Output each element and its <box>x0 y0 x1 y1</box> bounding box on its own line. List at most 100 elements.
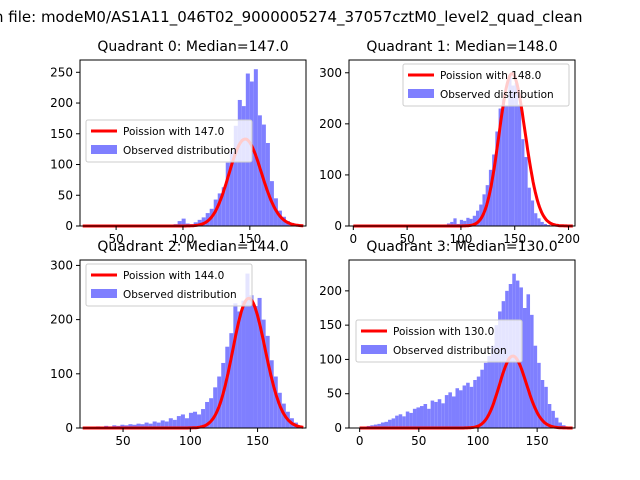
legend-entry-observed: Observed distribution <box>393 345 507 357</box>
y-axis-quadrant-0: 0 50 100 150 200 250 <box>50 65 80 233</box>
histogram-bar <box>201 409 206 428</box>
histogram-bar <box>488 169 493 226</box>
histogram-bar <box>459 390 463 428</box>
histogram-bar <box>233 125 238 226</box>
subplot-quadrant-0: Quadrant 0: Median=147.0 50 100 150 0 50 100… <box>50 39 307 246</box>
histogram-bar <box>487 356 491 428</box>
legend-patch-swatch <box>361 345 387 354</box>
histogram-bar <box>265 335 270 428</box>
histogram-bar <box>380 422 385 428</box>
histogram-bar <box>479 204 483 226</box>
histogram-bar <box>398 414 403 428</box>
histogram-bar <box>524 157 528 226</box>
histogram-bar <box>249 295 254 428</box>
histogram-bar <box>423 404 428 428</box>
histogram-bar <box>140 424 145 428</box>
y-tick-label: 100 <box>50 158 73 172</box>
histogram-bar <box>475 210 480 226</box>
histogram-bar <box>495 131 499 226</box>
histogram-bar <box>533 345 538 428</box>
x-tick-label: 100 <box>467 434 490 448</box>
histogram-bar <box>547 224 551 226</box>
x-axis-quadrant-3: 0 50 100 150 <box>356 428 549 448</box>
histogram-bar <box>217 193 222 226</box>
histogram-bar <box>514 82 518 226</box>
histogram-bar <box>241 106 246 226</box>
histogram-bar <box>395 415 399 428</box>
y-tick-label: 0 <box>334 219 342 233</box>
x-tick-label: 50 <box>411 434 426 448</box>
histogram-bar <box>459 219 464 226</box>
legend-quadrant-0: Poission with 147.0 Observed distributio… <box>85 119 253 163</box>
histogram-bar <box>221 187 226 226</box>
histogram-bar <box>241 300 246 428</box>
subplot-title-quadrant-1: Quadrant 1: Median=148.0 <box>366 39 557 55</box>
y-tick-label: 200 <box>319 284 342 298</box>
histogram-bar <box>269 360 274 428</box>
histogram-bar <box>505 105 509 226</box>
histogram-bar <box>521 139 525 226</box>
histogram-bar <box>237 99 242 226</box>
y-tick-label: 100 <box>319 352 342 366</box>
y-tick-label: 50 <box>58 188 73 202</box>
x-tick-label: 150 <box>238 232 261 246</box>
histogram-bar <box>526 294 531 428</box>
y-tick-label: 100 <box>319 168 342 182</box>
x-tick-label: 50 <box>399 232 414 246</box>
histogram-bar <box>543 223 548 226</box>
histogram-bar <box>164 421 169 428</box>
histogram-bar <box>498 311 502 428</box>
y-tick-label: 250 <box>50 65 73 79</box>
histogram-bar <box>377 423 381 428</box>
histogram-bar <box>229 151 234 226</box>
x-tick-label: 150 <box>246 434 269 448</box>
x-tick-label: 0 <box>356 434 364 448</box>
histogram-bar <box>501 301 506 428</box>
y-tick-label: 300 <box>50 258 73 272</box>
histogram-bar <box>136 423 141 428</box>
histogram-bar <box>540 380 545 428</box>
histogram-bar <box>245 273 250 428</box>
legend-entry-observed: Observed distribution <box>123 145 237 157</box>
subplot-quadrant-1: Quadrant 1: Median=148.0 0 50 100 150 200 0 1… <box>319 39 580 246</box>
histogram-bar <box>522 308 527 428</box>
histogram-bar <box>501 99 506 226</box>
histogram-bar <box>132 424 137 428</box>
x-tick-label: 100 <box>179 434 202 448</box>
histogram-bar <box>388 419 392 428</box>
histogram-bar <box>193 411 198 428</box>
y-axis-quadrant-2: 0 100 200 300 <box>50 258 80 435</box>
histogram-bar <box>534 213 538 226</box>
y-tick-label: 100 <box>50 367 73 381</box>
x-tick-label: 50 <box>115 434 130 448</box>
legend-frame <box>85 119 253 163</box>
x-axis-quadrant-0: 50 100 150 <box>108 226 261 246</box>
histogram-bar <box>544 386 548 428</box>
x-tick-label: 100 <box>172 232 195 246</box>
y-tick-label: 200 <box>50 313 73 327</box>
x-tick-label: 50 <box>108 232 123 246</box>
histogram-bar <box>176 416 181 428</box>
histogram-bar <box>197 219 202 226</box>
histogram-bar <box>225 162 230 226</box>
axes-frame-quadrant-2 <box>79 259 307 429</box>
histogram-bar <box>483 362 488 428</box>
histogram-bar <box>427 408 431 428</box>
subplot-title-quadrant-2: Quadrant 2: Median=144.0 <box>97 239 288 255</box>
y-axis-quadrant-1: 0 100 200 300 <box>319 66 349 233</box>
y-tick-label: 0 <box>65 421 73 435</box>
histogram-bar <box>152 421 157 428</box>
axes-frame-quadrant-1 <box>348 59 576 227</box>
legend-entry-poisson: Poission with 147.0 <box>123 126 224 138</box>
legend-entry-poisson: Poission with 144.0 <box>123 270 224 282</box>
histogram-bar <box>494 325 499 428</box>
histogram-bar <box>437 399 442 428</box>
histogram-bar <box>412 408 417 428</box>
histogram-bar <box>261 319 266 428</box>
histogram-bar <box>277 392 282 428</box>
histogram-bar <box>265 143 270 226</box>
y-tick-label: 150 <box>319 318 342 332</box>
histogram-bar <box>527 187 531 226</box>
histogram-bar <box>537 362 541 428</box>
x-axis-quadrant-2: 50 100 150 <box>115 428 269 448</box>
